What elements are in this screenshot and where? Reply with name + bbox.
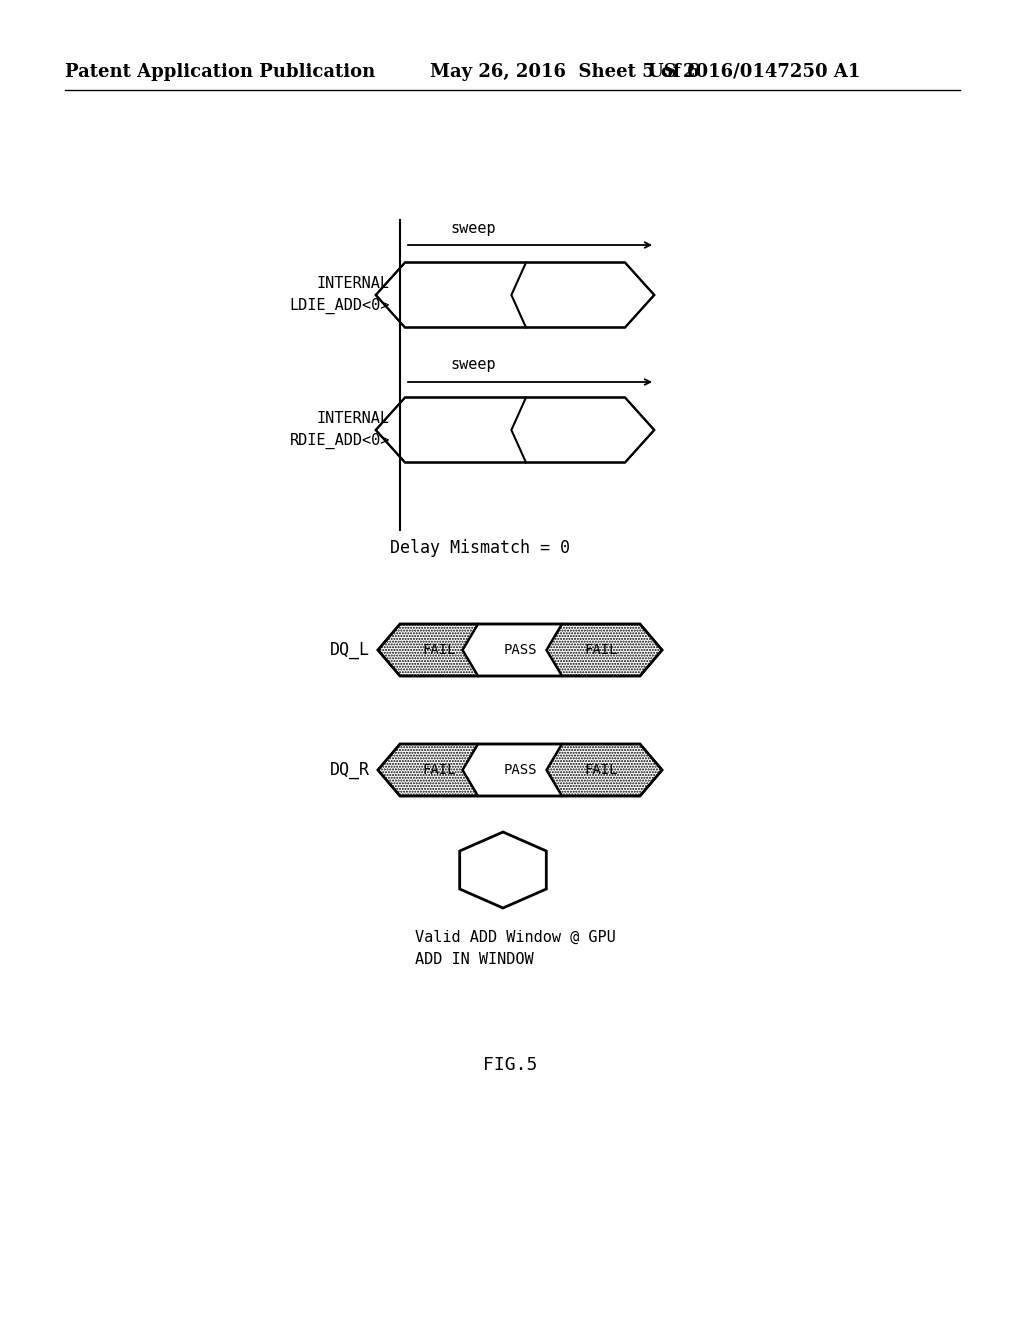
Polygon shape <box>460 832 546 908</box>
Polygon shape <box>378 624 494 676</box>
Text: Valid ADD Window @ GPU
ADD IN WINDOW: Valid ADD Window @ GPU ADD IN WINDOW <box>415 931 615 968</box>
Polygon shape <box>547 624 663 676</box>
Text: FAIL: FAIL <box>585 763 617 777</box>
Text: sweep: sweep <box>450 220 496 235</box>
Polygon shape <box>376 263 541 327</box>
Text: FIG.5: FIG.5 <box>482 1056 538 1074</box>
Text: FAIL: FAIL <box>585 643 617 657</box>
Polygon shape <box>378 744 494 796</box>
Polygon shape <box>463 744 578 796</box>
Text: DQ_L: DQ_L <box>330 642 370 659</box>
Text: INTERNAL
LDIE_ADD<0>: INTERNAL LDIE_ADD<0> <box>290 276 390 314</box>
Text: sweep: sweep <box>450 358 496 372</box>
Text: FAIL: FAIL <box>422 763 456 777</box>
Text: PASS: PASS <box>503 643 537 657</box>
Text: Delay Mismatch = 0: Delay Mismatch = 0 <box>390 539 570 557</box>
Text: Patent Application Publication: Patent Application Publication <box>65 63 375 81</box>
Polygon shape <box>511 397 654 462</box>
Polygon shape <box>511 263 654 327</box>
Text: US 2016/0147250 A1: US 2016/0147250 A1 <box>648 63 860 81</box>
Text: FAIL: FAIL <box>422 643 456 657</box>
Text: INTERNAL
RDIE_ADD<0>: INTERNAL RDIE_ADD<0> <box>290 412 390 449</box>
Text: DQ_R: DQ_R <box>330 762 370 779</box>
Text: May 26, 2016  Sheet 5 of 6: May 26, 2016 Sheet 5 of 6 <box>430 63 699 81</box>
Polygon shape <box>463 624 578 676</box>
Polygon shape <box>547 744 663 796</box>
Text: PASS: PASS <box>503 763 537 777</box>
Polygon shape <box>376 397 541 462</box>
